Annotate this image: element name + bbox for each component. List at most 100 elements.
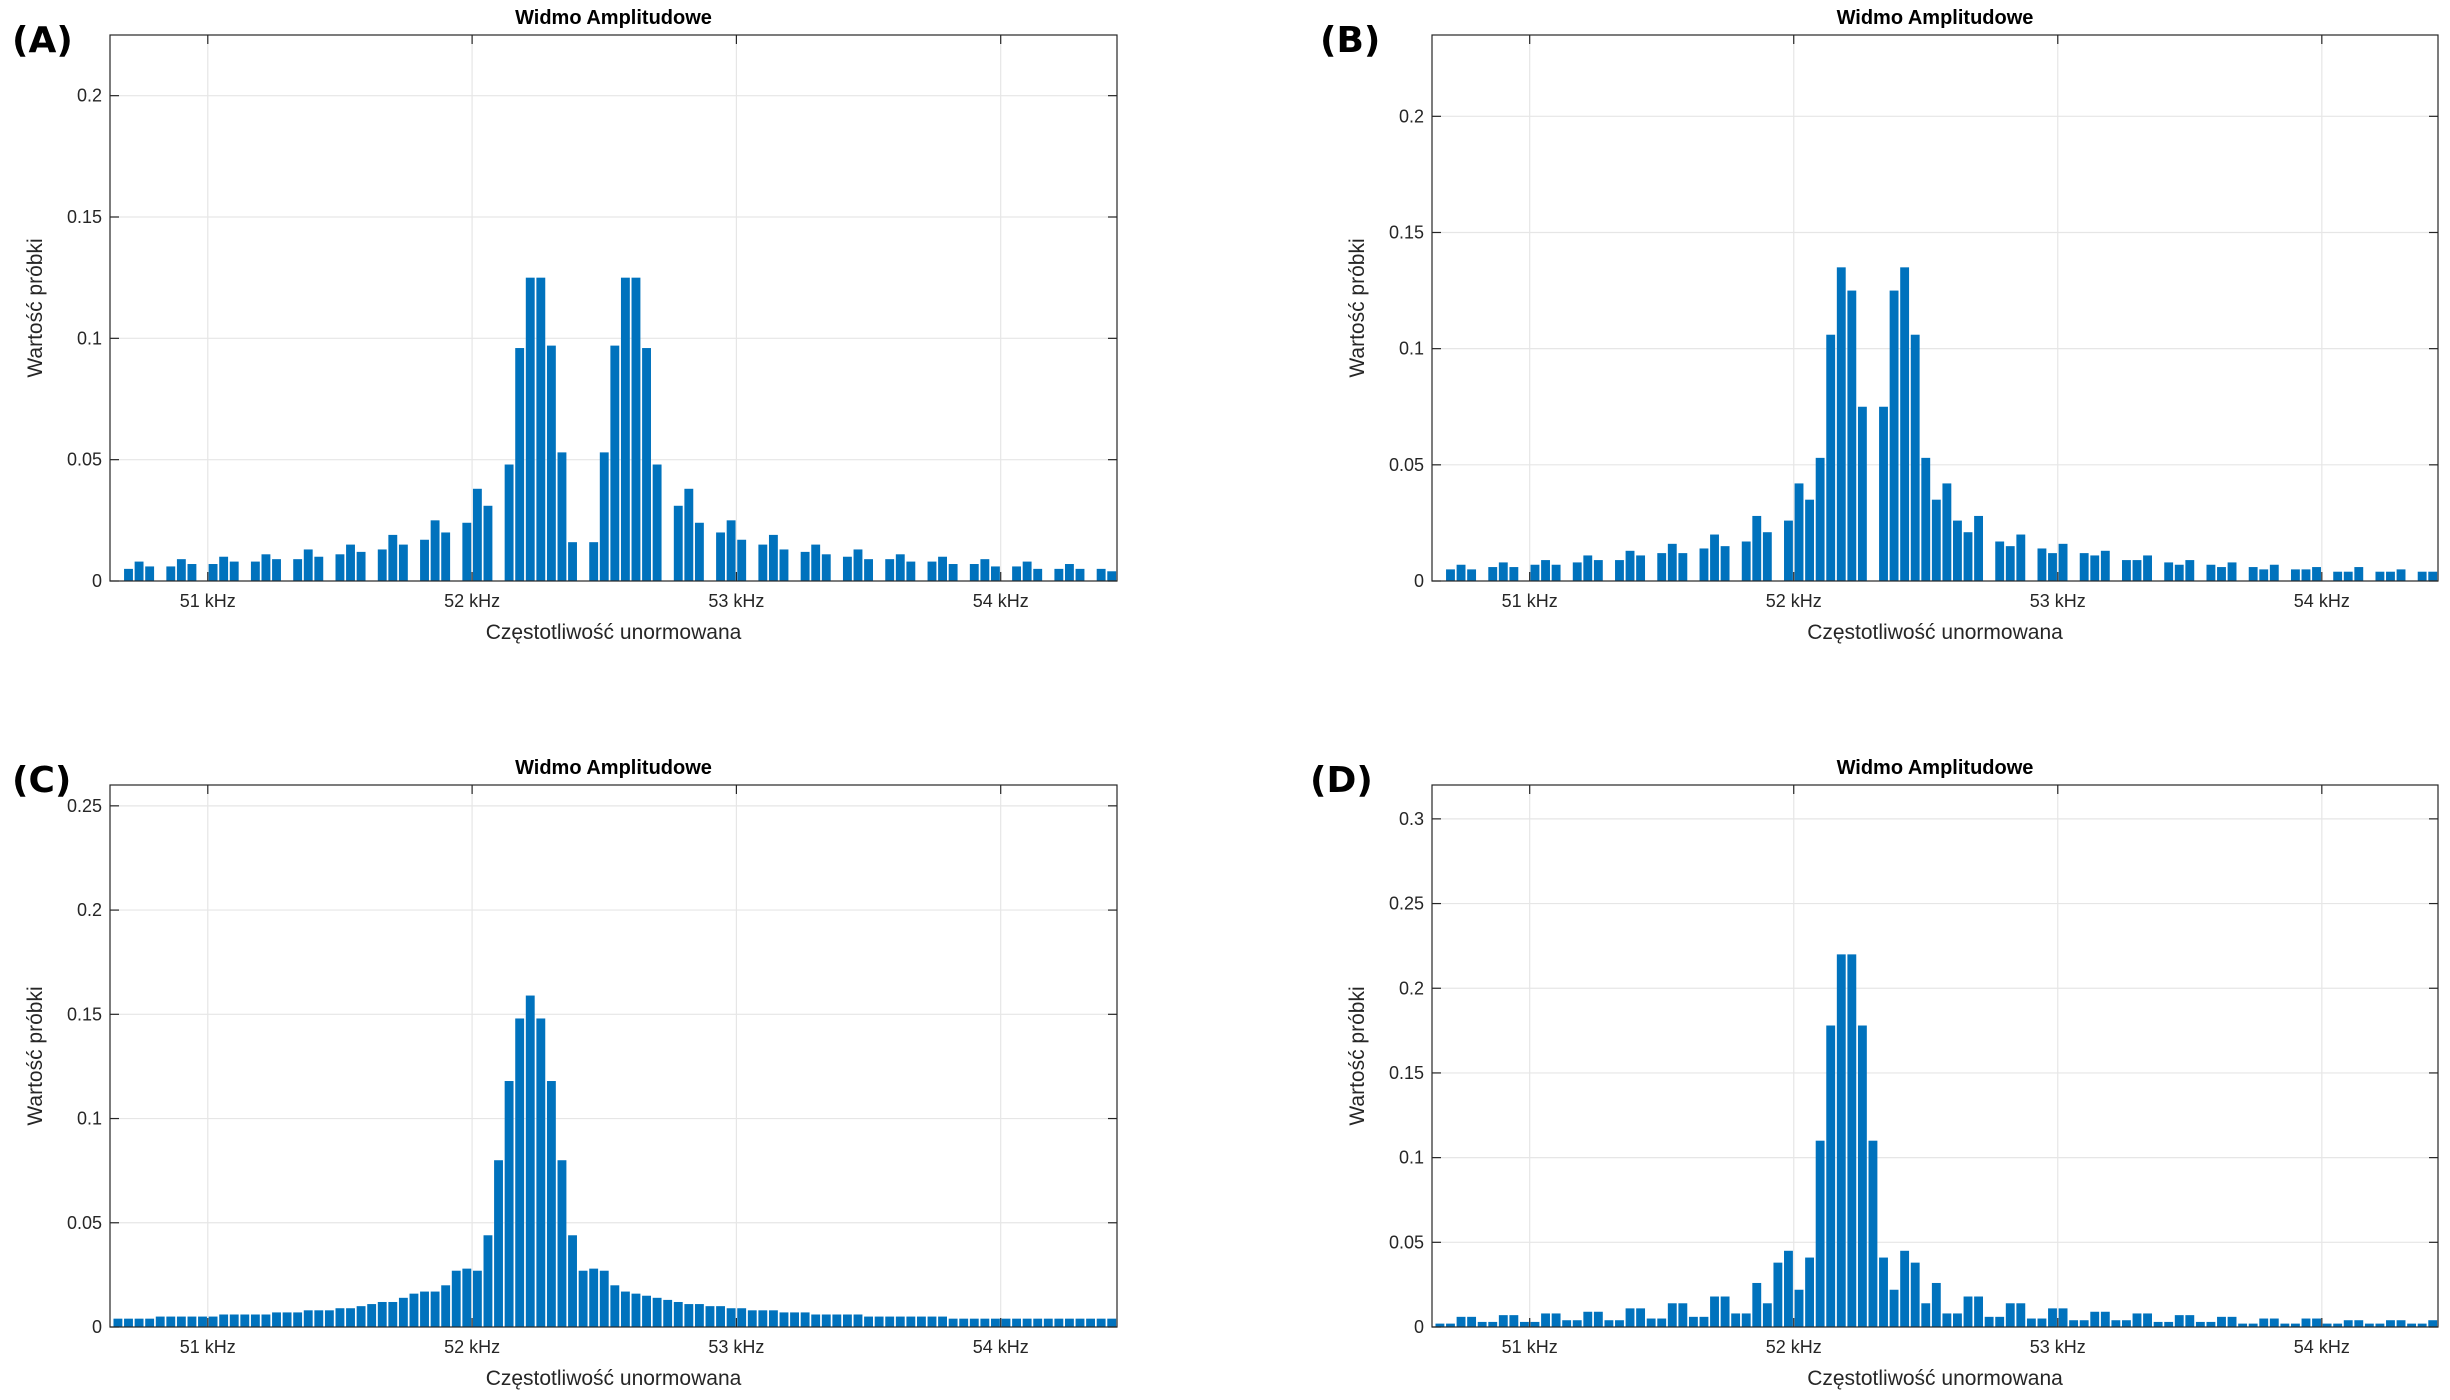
bar (2375, 571, 2385, 581)
bar (1953, 1313, 1962, 1327)
bar (1043, 1318, 1053, 1327)
bar (737, 539, 747, 581)
bar (377, 549, 387, 581)
chart-panel-0: (A) 0 0.05 0.1 0.15 0.2 51 kHz 52 kHz 53 kHz 54 k… (12, 7, 1118, 644)
bar (462, 1268, 472, 1327)
bar (198, 1316, 207, 1327)
bar (2312, 567, 2321, 581)
chart-panel-1: (B) 0 0.05 0.1 0.15 0.2 51 kHz 52 kHz 53 kHz 54 k… (1320, 7, 2439, 644)
bar (768, 534, 778, 581)
bar (2143, 555, 2152, 581)
bar (2195, 1321, 2205, 1327)
bar (303, 549, 313, 581)
bar (1012, 1318, 1022, 1327)
bar (1815, 457, 1825, 581)
bar (1963, 532, 1973, 581)
bar (483, 1235, 493, 1327)
bar (1488, 1321, 1498, 1327)
bar (1498, 562, 1508, 581)
bar (335, 1308, 345, 1327)
x-tick-label: 52 kHz (444, 591, 500, 611)
bar (525, 277, 535, 581)
bar (726, 1308, 736, 1327)
bar (356, 551, 366, 581)
y-axis-label: Wartość próbki (24, 986, 47, 1125)
bar (1794, 483, 1804, 581)
bar (790, 1312, 799, 1327)
bar (388, 1301, 398, 1327)
y-tick-label: 0.1 (1399, 339, 1424, 359)
bar (589, 1268, 599, 1327)
bar (2322, 1323, 2332, 1327)
bar (155, 1316, 165, 1327)
bar (1931, 499, 1941, 581)
bar (1710, 534, 1719, 581)
bar (377, 1301, 387, 1327)
bar (472, 488, 482, 581)
y-tick-label: 0.1 (1399, 1148, 1424, 1168)
bar (1075, 568, 1085, 581)
bar (811, 544, 821, 581)
bar (1879, 1257, 1888, 1327)
bar (2248, 1323, 2258, 1327)
bar (483, 505, 493, 581)
bar (176, 1316, 186, 1327)
bar (314, 556, 324, 581)
bar (504, 464, 514, 581)
bar (420, 539, 429, 581)
bar (2269, 564, 2279, 581)
bar (335, 554, 345, 581)
bar (1498, 1315, 1508, 1327)
bar (599, 1270, 609, 1327)
bar (346, 544, 355, 581)
bar (515, 348, 525, 581)
bar (1762, 1303, 1772, 1327)
bar (176, 559, 186, 581)
bar (1012, 566, 1022, 581)
chart-title: Widmo Amplitudowe (1837, 757, 2034, 779)
bar (642, 348, 651, 581)
bar (1815, 1140, 1825, 1327)
bar (441, 1285, 451, 1327)
bar (1731, 1313, 1741, 1327)
y-tick-label: 0.15 (1389, 222, 1424, 242)
bar (525, 995, 535, 1327)
x-tick-label: 53 kHz (708, 591, 764, 611)
bar (1942, 483, 1952, 581)
bar (145, 1318, 155, 1327)
bar (2111, 1320, 2121, 1327)
bar (272, 1312, 281, 1327)
bar (1857, 1025, 1867, 1327)
bar (916, 1316, 926, 1327)
bar (927, 561, 937, 581)
bar (2386, 571, 2395, 581)
bar (589, 542, 599, 581)
bar (1001, 1318, 1011, 1327)
bar (1942, 1313, 1952, 1327)
bar (1974, 1296, 1984, 1327)
bar (853, 1314, 863, 1327)
bar (1593, 560, 1603, 581)
y-tick-label: 0 (1414, 571, 1424, 591)
y-tick-label: 0.15 (1389, 1063, 1424, 1083)
bar (1636, 555, 1646, 581)
bar (620, 277, 630, 581)
plot-area (1432, 785, 2438, 1327)
bar (504, 1081, 514, 1327)
bar (1615, 1320, 1624, 1327)
bar (620, 1291, 630, 1327)
bar (969, 564, 979, 581)
bar (1583, 1311, 1593, 1327)
bar (1752, 1282, 1762, 1327)
bar (2333, 1323, 2343, 1327)
axes-box (1431, 34, 2439, 582)
bar (536, 277, 546, 581)
chart-title: Widmo Amplitudowe (515, 7, 712, 29)
bar (409, 1293, 419, 1327)
y-tick-label: 0.25 (1389, 894, 1424, 914)
bar (2206, 564, 2216, 581)
bar (1678, 553, 1688, 581)
bar (568, 1235, 577, 1327)
bar (2079, 1320, 2089, 1327)
bar (716, 532, 725, 581)
